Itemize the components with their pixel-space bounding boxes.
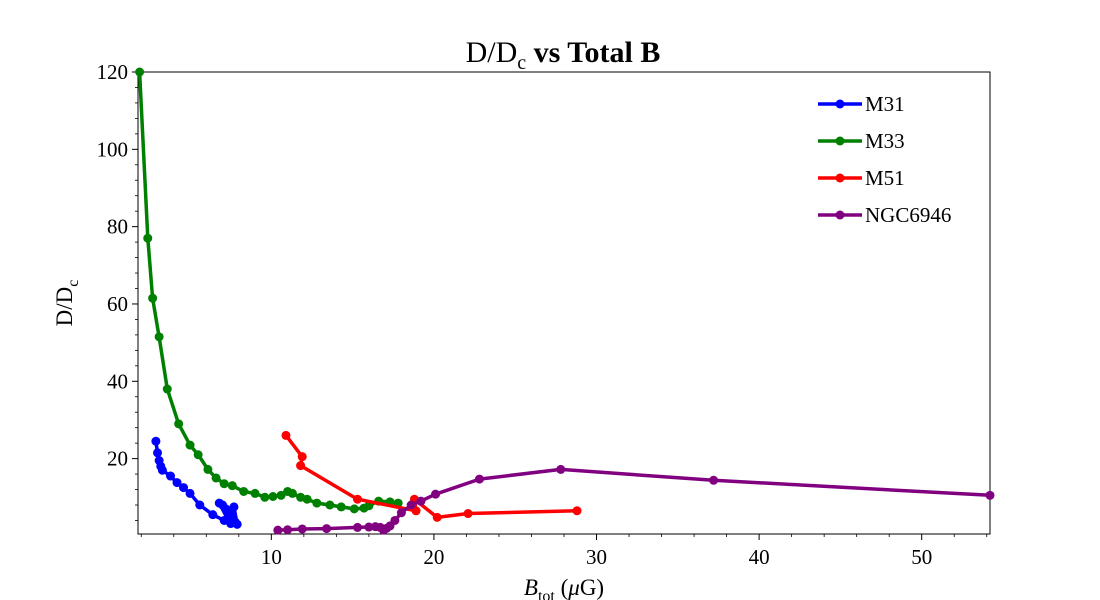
x-axis-ticks: 10 20 30 40 50: [261, 534, 932, 569]
data-point-m33: [287, 488, 297, 498]
data-point-m31: [153, 448, 163, 458]
chart-title: D/Dc vs Total B: [466, 36, 661, 74]
data-point-ngc6946: [396, 508, 406, 518]
y-tick-label: 100: [97, 137, 129, 161]
data-point-m33: [162, 384, 172, 394]
data-point-m31: [214, 498, 224, 508]
data-point-m33: [260, 492, 270, 502]
data-point-m51: [432, 512, 442, 522]
y-axis-label: D/Dc: [52, 280, 82, 327]
data-point-m33: [211, 473, 221, 483]
data-point-ngc6946: [985, 490, 995, 500]
data-point-m31: [151, 436, 161, 446]
data-point-m33: [148, 293, 158, 303]
x-tick-label: 40: [749, 545, 770, 569]
data-point-ngc6946: [283, 525, 293, 535]
data-point-m33: [174, 419, 184, 429]
x-tick-label: 10: [261, 545, 282, 569]
series-line-m33: [137, 70, 400, 511]
legend-marker-m31: [835, 99, 845, 109]
data-point-m51: [296, 461, 306, 471]
data-point-m33: [193, 450, 203, 460]
data-point-ngc6946: [416, 496, 426, 506]
data-point-ngc6946: [322, 524, 332, 534]
data-point-ngc6946: [297, 524, 307, 534]
x-tick-label: 20: [423, 545, 444, 569]
data-point-m51: [463, 509, 473, 519]
plot-area: [137, 71, 991, 535]
data-point-m51: [572, 506, 582, 516]
legend-item-ngc6946: NGC6946: [818, 203, 951, 227]
data-point-m33: [219, 479, 229, 489]
legend-marker-ngc6946: [835, 210, 845, 220]
series-m33: [135, 67, 403, 514]
series-line-ngc6946: [276, 467, 992, 532]
legend-item-m31: M31: [818, 92, 905, 116]
data-point-ngc6946: [390, 515, 400, 525]
series-m31: [151, 436, 242, 529]
data-point-m33: [227, 481, 237, 491]
y-tick-label: 20: [107, 447, 128, 471]
data-point-m31: [195, 500, 205, 510]
legend-label-ngc6946: NGC6946: [865, 203, 951, 227]
data-point-m33: [135, 67, 145, 77]
y-tick-label: 40: [107, 369, 128, 393]
data-point-m33: [239, 486, 249, 496]
y-axis-ticks: 20 40 60 80 100 120: [97, 60, 138, 471]
data-point-m33: [276, 490, 286, 500]
legend-label-m51: M51: [865, 166, 905, 190]
x-axis-label: Btot (μG): [524, 575, 604, 600]
data-point-m33: [302, 494, 312, 504]
data-point-ngc6946: [709, 475, 719, 485]
data-point-m33: [143, 233, 153, 243]
data-point-m31: [232, 519, 242, 529]
data-point-ngc6946: [353, 522, 363, 532]
data-point-m33: [349, 504, 359, 514]
data-point-ngc6946: [556, 464, 566, 474]
data-point-m31: [166, 471, 176, 481]
x-tick-label: 30: [586, 545, 607, 569]
y-tick-label: 60: [107, 292, 128, 316]
legend: M31 M33 M51 NGC6946: [818, 92, 951, 227]
data-point-m33: [203, 464, 213, 474]
y-tick-label: 120: [97, 60, 129, 84]
series-ngc6946: [273, 464, 995, 535]
data-point-m33: [312, 498, 322, 508]
data-point-m33: [268, 491, 278, 501]
data-point-m51: [281, 430, 291, 440]
legend-label-m31: M31: [865, 92, 905, 116]
data-point-m33: [154, 332, 164, 342]
data-point-m31: [229, 502, 239, 512]
data-point-m33: [336, 502, 346, 512]
y-tick-label: 80: [107, 215, 128, 239]
data-point-ngc6946: [406, 500, 416, 510]
minor-ticks: [135, 87, 988, 537]
data-point-m33: [250, 488, 260, 498]
legend-item-m51: M51: [818, 166, 905, 190]
data-point-m31: [157, 465, 167, 475]
data-point-m33: [325, 500, 335, 510]
data-point-m31: [185, 488, 195, 498]
data-point-ngc6946: [474, 474, 484, 484]
data-point-ngc6946: [364, 522, 374, 532]
legend-marker-m51: [835, 173, 845, 183]
legend-label-m33: M33: [865, 129, 905, 153]
series-m51: [281, 430, 582, 522]
data-point-ngc6946: [273, 525, 283, 535]
data-point-m31: [208, 510, 218, 520]
data-point-m31: [179, 483, 189, 493]
series-layer: [135, 67, 995, 535]
x-tick-label: 50: [911, 545, 932, 569]
legend-item-m33: M33: [818, 129, 905, 153]
data-point-m33: [185, 440, 195, 450]
legend-marker-m33: [835, 136, 845, 146]
data-point-m51: [353, 494, 363, 504]
data-point-m31: [172, 478, 182, 488]
data-point-m31: [222, 514, 232, 524]
data-point-ngc6946: [431, 489, 441, 499]
data-point-m51: [297, 452, 307, 462]
